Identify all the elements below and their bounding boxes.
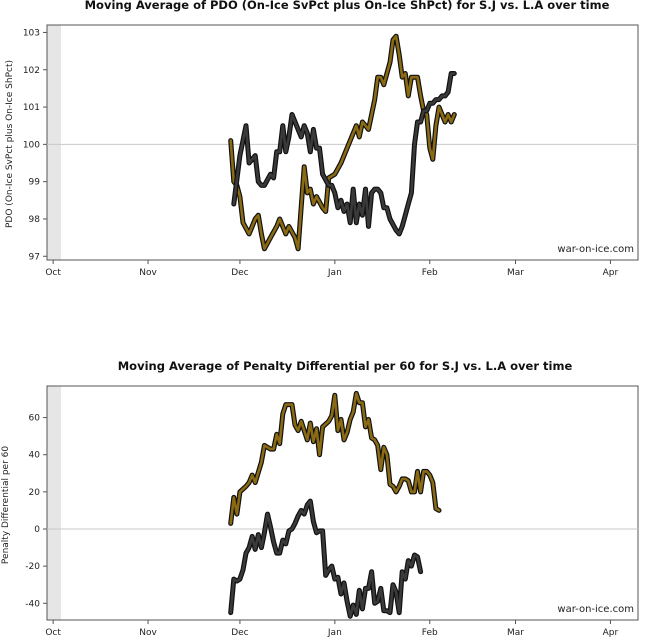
plot-frame	[46, 24, 639, 261]
series-1-line	[229, 392, 441, 525]
x-tick-label: Apr	[603, 628, 619, 638]
y-tick-label: 103	[23, 28, 40, 38]
x-tick-label: Nov	[139, 628, 157, 638]
panel-band	[47, 386, 61, 620]
y-tick-label: -20	[25, 562, 40, 572]
chart1-ylabel-group: PDO (On-Ice SvPct plus On-Ice ShPct)	[5, 60, 15, 228]
x-tick-label: Jan	[327, 268, 342, 278]
x-tick-label: Feb	[422, 268, 438, 278]
x-tick-label: Dec	[231, 628, 248, 638]
x-tick-label: Mar	[507, 268, 524, 278]
watermark: war-on-ice.com	[557, 604, 634, 615]
watermark: war-on-ice.com	[557, 244, 634, 255]
chart1-title: Moving Average of PDO (On-Ice SvPct plus…	[85, 0, 610, 12]
panel-band	[47, 25, 61, 260]
x-tick-label: Apr	[603, 268, 619, 278]
x-tick-label: Oct	[45, 268, 61, 278]
y-tick-label: 98	[29, 215, 41, 225]
series-1-line	[229, 34, 456, 251]
y-tick-label: -40	[25, 599, 40, 609]
y-tick-label: 0	[34, 525, 40, 535]
y-tick-label: 102	[23, 66, 40, 76]
chart2-ylabel-group: Penalty Differential per 60	[1, 446, 11, 564]
y-tick-label: 101	[23, 103, 40, 113]
chart2-title: Moving Average of Penalty Differential p…	[118, 359, 573, 373]
plot-frame	[46, 385, 639, 621]
chart2-ylabel: Penalty Differential per 60	[1, 446, 11, 564]
y-tick-label: 97	[29, 252, 40, 262]
y-tick-label: 20	[29, 488, 41, 498]
x-tick-label: Mar	[507, 628, 524, 638]
series-2-line	[232, 72, 456, 236]
y-tick-label: 100	[23, 140, 40, 150]
series-1-outline	[228, 33, 457, 252]
series-2-line	[229, 499, 422, 618]
chart1-ylabel: PDO (On-Ice SvPct plus On-Ice ShPct)	[5, 60, 15, 228]
chart2-plot: -40 -20 0 20 40 60 Oct Nov Dec Jan Feb Mar Apr war-on…	[25, 385, 639, 638]
x-tick-label: Feb	[422, 628, 438, 638]
x-tick-label: Jan	[327, 628, 342, 638]
x-tick-label: Nov	[139, 268, 157, 278]
x-tick-label: Dec	[231, 268, 248, 278]
y-tick-label: 99	[29, 178, 41, 188]
y-tick-label: 60	[29, 414, 41, 424]
x-tick-label: Oct	[45, 628, 61, 638]
y-tick-label: 40	[29, 451, 41, 461]
chart1-plot: 97 98 99 100 101 102 103 Oct Nov Dec Jan Feb Mar Apr w…	[23, 24, 639, 278]
